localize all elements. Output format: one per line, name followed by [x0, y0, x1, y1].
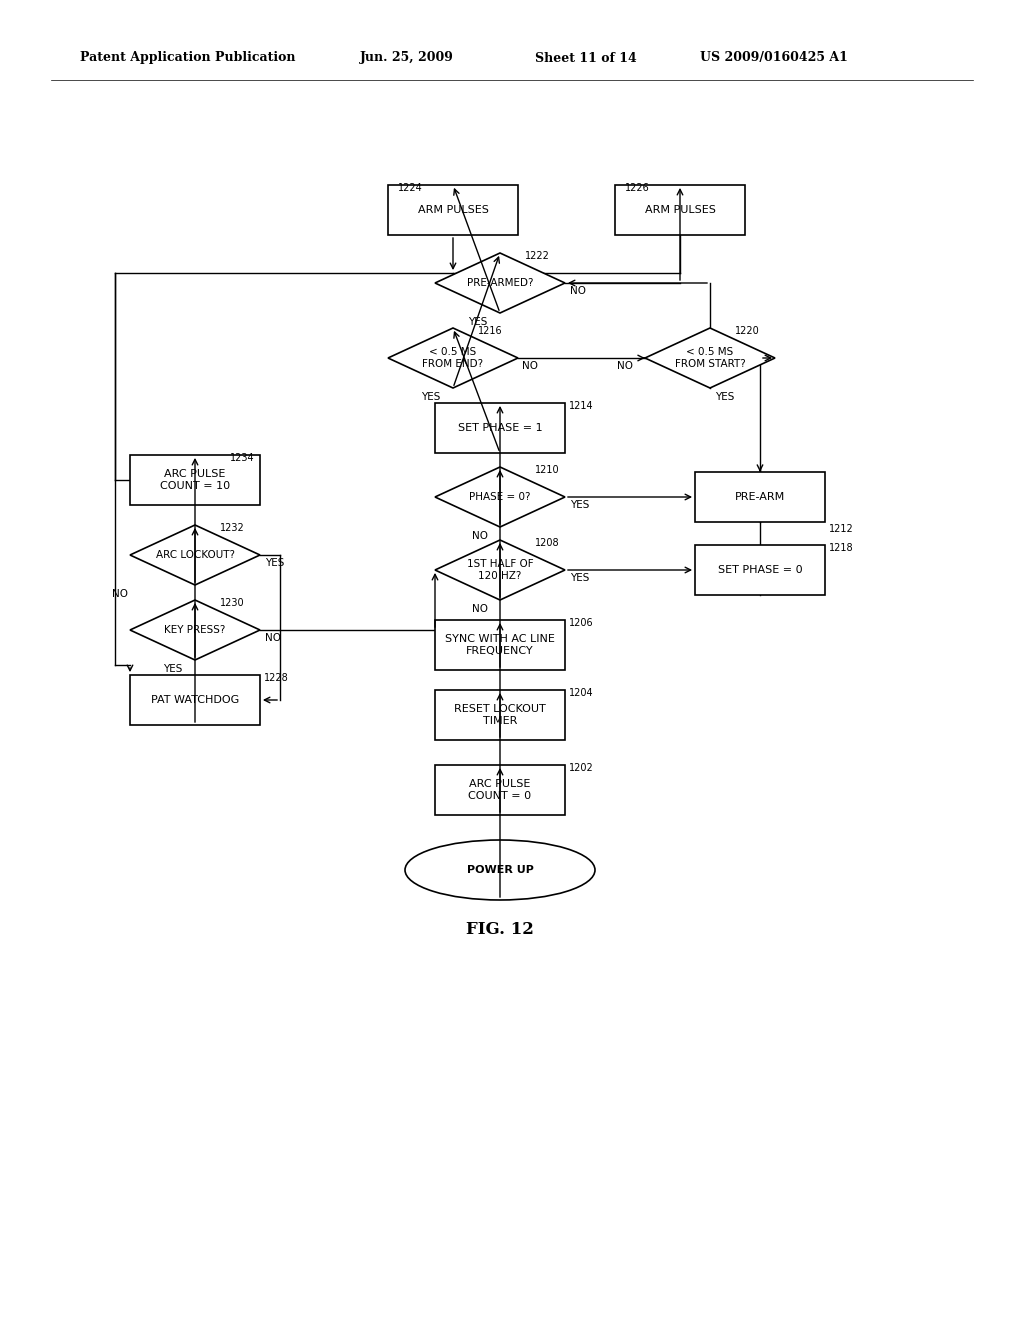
- Text: < 0.5 MS
FROM END?: < 0.5 MS FROM END?: [423, 347, 483, 368]
- Text: 1202: 1202: [569, 763, 594, 774]
- Text: 1210: 1210: [535, 465, 560, 475]
- Text: FIG. 12: FIG. 12: [466, 921, 534, 939]
- Text: YES: YES: [570, 573, 590, 583]
- FancyBboxPatch shape: [130, 455, 260, 506]
- Text: YES: YES: [265, 558, 285, 568]
- Polygon shape: [435, 467, 565, 527]
- FancyBboxPatch shape: [435, 403, 565, 453]
- Text: SET PHASE = 1: SET PHASE = 1: [458, 422, 543, 433]
- Text: 1232: 1232: [220, 523, 245, 533]
- Text: POWER UP: POWER UP: [467, 865, 534, 875]
- Text: NO: NO: [265, 634, 281, 643]
- Text: < 0.5 MS
FROM START?: < 0.5 MS FROM START?: [675, 347, 745, 368]
- Text: US 2009/0160425 A1: US 2009/0160425 A1: [700, 51, 848, 65]
- Text: ARC LOCKOUT?: ARC LOCKOUT?: [156, 550, 234, 560]
- Text: 1ST HALF OF
120 HZ?: 1ST HALF OF 120 HZ?: [467, 560, 534, 581]
- Text: 1218: 1218: [829, 543, 854, 553]
- Text: YES: YES: [421, 392, 440, 403]
- Text: 1216: 1216: [478, 326, 503, 337]
- Text: 1228: 1228: [264, 673, 289, 682]
- Polygon shape: [388, 327, 518, 388]
- Text: ARM PULSES: ARM PULSES: [418, 205, 488, 215]
- Text: NO: NO: [617, 360, 633, 371]
- Polygon shape: [645, 327, 775, 388]
- Text: PHASE = 0?: PHASE = 0?: [469, 492, 530, 502]
- Text: 1214: 1214: [569, 401, 594, 411]
- FancyBboxPatch shape: [695, 545, 825, 595]
- Polygon shape: [130, 601, 260, 660]
- Text: 1226: 1226: [625, 183, 650, 193]
- Text: PAT WATCHDOG: PAT WATCHDOG: [151, 696, 240, 705]
- Polygon shape: [435, 540, 565, 601]
- FancyBboxPatch shape: [435, 620, 565, 671]
- Text: 1220: 1220: [735, 326, 760, 337]
- Text: SYNC WITH AC LINE
FREQUENCY: SYNC WITH AC LINE FREQUENCY: [445, 634, 555, 656]
- Text: Sheet 11 of 14: Sheet 11 of 14: [535, 51, 637, 65]
- FancyBboxPatch shape: [435, 766, 565, 814]
- Text: ARC PULSE
COUNT = 0: ARC PULSE COUNT = 0: [468, 779, 531, 801]
- Polygon shape: [130, 525, 260, 585]
- Text: NO: NO: [472, 531, 488, 541]
- Text: YES: YES: [715, 392, 734, 403]
- FancyBboxPatch shape: [388, 185, 518, 235]
- Text: NO: NO: [112, 589, 128, 599]
- Text: 1206: 1206: [569, 618, 594, 628]
- Text: SET PHASE = 0: SET PHASE = 0: [718, 565, 803, 576]
- Text: PRE-ARMED?: PRE-ARMED?: [467, 279, 534, 288]
- Text: 1230: 1230: [220, 598, 245, 609]
- Text: Patent Application Publication: Patent Application Publication: [80, 51, 296, 65]
- Text: 1224: 1224: [398, 183, 423, 193]
- Text: Jun. 25, 2009: Jun. 25, 2009: [360, 51, 454, 65]
- Text: 1208: 1208: [535, 539, 560, 548]
- Text: NO: NO: [570, 286, 586, 296]
- FancyBboxPatch shape: [130, 675, 260, 725]
- FancyBboxPatch shape: [435, 690, 565, 741]
- Text: 1204: 1204: [569, 688, 594, 698]
- Text: ARM PULSES: ARM PULSES: [644, 205, 716, 215]
- Text: NO: NO: [522, 360, 538, 371]
- FancyBboxPatch shape: [615, 185, 745, 235]
- Text: 1234: 1234: [230, 453, 255, 463]
- Text: 1212: 1212: [829, 524, 854, 535]
- Text: RESET LOCKOUT
TIMER: RESET LOCKOUT TIMER: [454, 704, 546, 726]
- Text: ARC PULSE
COUNT = 10: ARC PULSE COUNT = 10: [160, 469, 230, 491]
- Ellipse shape: [406, 840, 595, 900]
- Text: YES: YES: [570, 500, 590, 510]
- Text: NO: NO: [472, 605, 488, 614]
- Text: 1222: 1222: [525, 251, 550, 261]
- Text: YES: YES: [163, 664, 182, 675]
- Text: PRE-ARM: PRE-ARM: [735, 492, 785, 502]
- Text: KEY PRESS?: KEY PRESS?: [164, 624, 225, 635]
- FancyBboxPatch shape: [695, 473, 825, 521]
- Polygon shape: [435, 253, 565, 313]
- Text: YES: YES: [468, 317, 487, 327]
